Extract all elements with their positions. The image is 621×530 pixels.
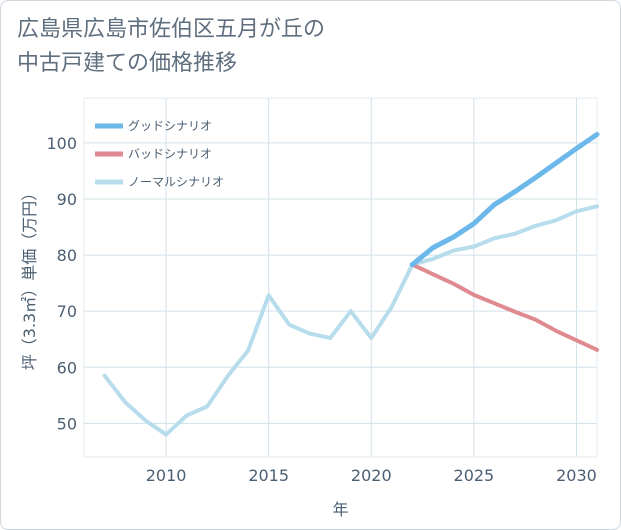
y-tick-label: 60	[57, 358, 77, 377]
y-tick-label: 50	[57, 414, 77, 433]
legend-label: バッドシナリオ	[128, 147, 212, 161]
x-tick-label: 2020	[351, 466, 392, 485]
chart-series	[102, 131, 600, 437]
chart-grid	[83, 97, 598, 458]
x-tick-label: 2010	[146, 466, 187, 485]
series-line-normal	[102, 204, 599, 437]
y-tick-label: 90	[57, 190, 77, 209]
y-tick-label: 80	[57, 246, 77, 265]
x-tick-label: 2015	[248, 466, 289, 485]
y-tick-label: 100	[46, 134, 77, 153]
x-tick-label: 2025	[454, 466, 495, 485]
x-tick-label: 2030	[556, 466, 597, 485]
series-line-bad	[410, 262, 599, 352]
y-tick-label: 70	[57, 302, 77, 321]
chart-title: 広島県広島市佐伯区五月が丘の 中古戸建ての価格推移	[17, 13, 437, 81]
chart-title-line-1: 広島県広島市佐伯区五月が丘の	[17, 17, 326, 42]
chart-title-line-2: 中古戸建ての価格推移	[17, 51, 238, 76]
x-axis-label: 年	[332, 500, 348, 519]
legend-label: ノーマルシナリオ	[128, 175, 224, 189]
legend-label: グッドシナリオ	[128, 119, 212, 133]
plot-area	[83, 97, 598, 458]
chart-axes: 50 60 70 80 90 100 2010 2015 2020 2025 2030 年 坪（3.3㎡…	[20, 134, 597, 519]
series-line-good	[409, 131, 600, 268]
y-axis-label: 坪（3.3㎡）単価（万円）	[20, 185, 39, 370]
